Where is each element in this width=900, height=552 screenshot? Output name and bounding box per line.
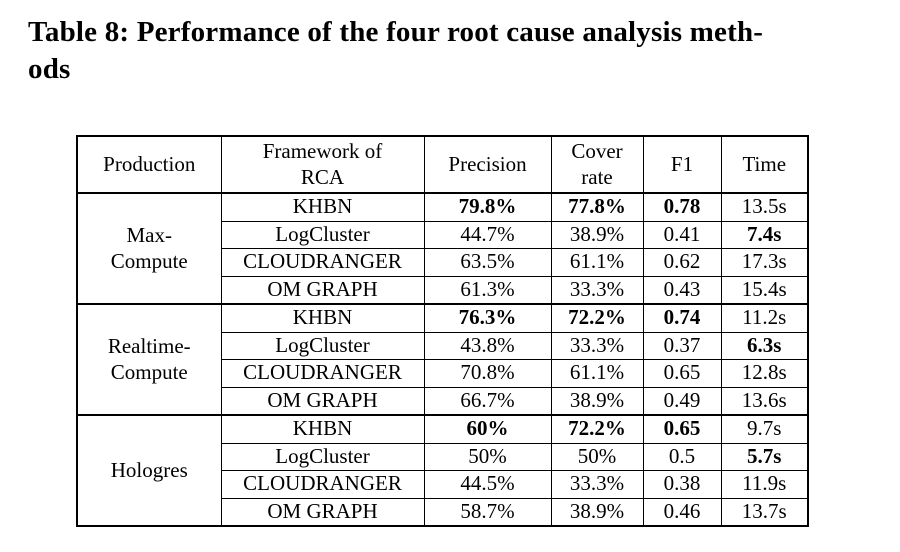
col-header-f1: F1 (642, 135, 722, 194)
cover-rate-cell: 61.1% (550, 248, 644, 277)
cover-rate-cell: 38.9% (550, 386, 644, 416)
time-cell: 9.7s (720, 414, 809, 444)
f1-cell: 0.74 (642, 303, 722, 333)
precision-cell: 76.3% (423, 303, 552, 333)
time-cell: 6.3s (720, 331, 809, 360)
method-cell: LogCluster (220, 220, 425, 249)
precision-cell: 60% (423, 414, 552, 444)
f1-cell: 0.43 (642, 275, 722, 305)
header-row: Production Framework of RCA Precision Co… (76, 135, 809, 194)
f1-cell: 0.65 (642, 414, 722, 444)
precision-cell: 61.3% (423, 275, 552, 305)
production-cell-hologres: Hologres (76, 414, 222, 527)
method-cell: CLOUDRANGER (220, 248, 425, 277)
table-row: LogCluster 44.7% 38.9% 0.41 7.4s (77, 220, 809, 249)
time-cell: 13.5s (720, 192, 809, 222)
method-cell: OM GRAPH (220, 275, 425, 305)
precision-cell: 44.7% (423, 220, 552, 249)
method-cell: LogCluster (220, 442, 425, 471)
col-header-cover-rate: Cover rate (550, 135, 644, 194)
f1-cell: 0.37 (642, 331, 722, 360)
precision-cell: 58.7% (423, 497, 552, 527)
time-cell: 12.8s (720, 359, 809, 388)
f1-cell: 0.62 (642, 248, 722, 277)
precision-cell: 79.8% (423, 192, 552, 222)
performance-table: Production Framework of RCA Precision Co… (76, 135, 809, 527)
table-row: CLOUDRANGER 70.8% 61.1% 0.65 12.8s (77, 359, 809, 388)
cover-rate-cell: 38.9% (550, 497, 644, 527)
time-cell: 13.7s (720, 497, 809, 527)
precision-cell: 66.7% (423, 386, 552, 416)
method-cell: CLOUDRANGER (220, 359, 425, 388)
cover-rate-cell: 33.3% (550, 470, 644, 499)
cover-rate-cell: 50% (550, 442, 644, 471)
method-cell: CLOUDRANGER (220, 470, 425, 499)
table-row: OM GRAPH 58.7% 38.9% 0.46 13.7s (77, 497, 809, 527)
table-caption-line-2: ods (28, 53, 71, 85)
method-cell: OM GRAPH (220, 497, 425, 527)
precision-cell: 43.8% (423, 331, 552, 360)
time-cell: 17.3s (720, 248, 809, 277)
table-row: LogCluster 50% 50% 0.5 5.7s (77, 442, 809, 471)
col-header-precision: Precision (423, 135, 552, 194)
method-cell: KHBN (220, 192, 425, 222)
cover-rate-cell: 61.1% (550, 359, 644, 388)
precision-cell: 44.5% (423, 470, 552, 499)
production-cell-maxcompute: Max- Compute (76, 192, 222, 305)
f1-cell: 0.65 (642, 359, 722, 388)
precision-cell: 63.5% (423, 248, 552, 277)
f1-cell: 0.41 (642, 220, 722, 249)
table-row: Max- Compute KHBN 79.8% 77.8% 0.78 13.5s (76, 192, 809, 305)
f1-cell: 0.5 (642, 442, 722, 471)
f1-cell: 0.49 (642, 386, 722, 416)
table-row: Hologres KHBN 60% 72.2% 0.65 9.7s (76, 414, 809, 527)
time-cell: 11.2s (720, 303, 809, 333)
table-row: Realtime- Compute KHBN 76.3% 72.2% 0.74 … (76, 303, 809, 416)
table-caption: Table 8: Performance of the four root ca… (28, 14, 888, 88)
cover-rate-cell: 77.8% (550, 192, 644, 222)
cover-rate-cell: 72.2% (550, 414, 644, 444)
f1-cell: 0.78 (642, 192, 722, 222)
table-row: OM GRAPH 66.7% 38.9% 0.49 13.6s (77, 386, 809, 416)
cover-rate-cell: 72.2% (550, 303, 644, 333)
time-cell: 13.6s (720, 386, 809, 416)
f1-cell: 0.46 (642, 497, 722, 527)
cover-rate-cell: 33.3% (550, 331, 644, 360)
method-cell: KHBN (220, 303, 425, 333)
production-cell-realtimecompute: Realtime- Compute (76, 303, 222, 416)
cover-rate-cell: 33.3% (550, 275, 644, 305)
time-cell: 5.7s (720, 442, 809, 471)
col-header-framework-of-rca: Framework of RCA (220, 135, 425, 194)
table-row: CLOUDRANGER 44.5% 33.3% 0.38 11.9s (77, 470, 809, 499)
method-cell: OM GRAPH (220, 386, 425, 416)
cover-rate-cell: 38.9% (550, 220, 644, 249)
table-row: CLOUDRANGER 63.5% 61.1% 0.62 17.3s (77, 248, 809, 277)
col-header-production: Production (76, 135, 222, 194)
performance-table-container: Production Framework of RCA Precision Co… (76, 135, 809, 527)
time-cell: 15.4s (720, 275, 809, 305)
time-cell: 11.9s (720, 470, 809, 499)
precision-cell: 50% (423, 442, 552, 471)
precision-cell: 70.8% (423, 359, 552, 388)
method-cell: KHBN (220, 414, 425, 444)
col-header-time: Time (720, 135, 809, 194)
table-caption-line-1: Table 8: Performance of the four root ca… (28, 16, 764, 48)
table-row: LogCluster 43.8% 33.3% 0.37 6.3s (77, 331, 809, 360)
time-cell: 7.4s (720, 220, 809, 249)
f1-cell: 0.38 (642, 470, 722, 499)
method-cell: LogCluster (220, 331, 425, 360)
